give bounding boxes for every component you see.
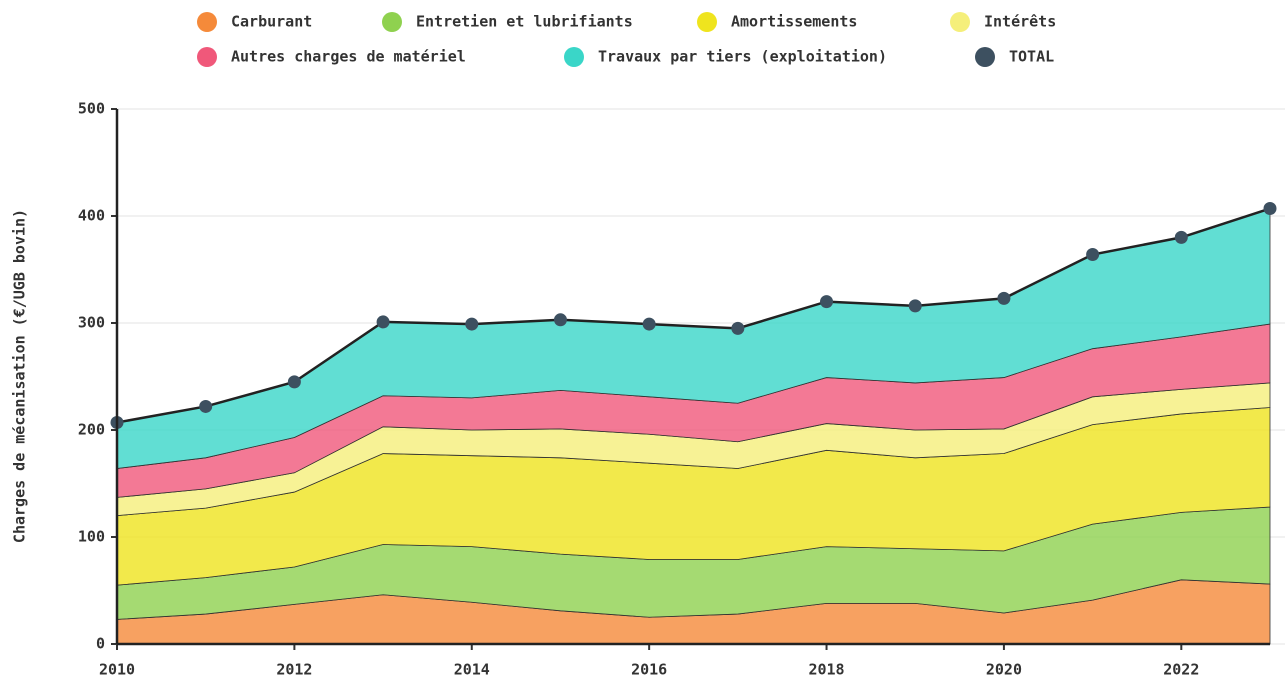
legend-marker <box>564 47 584 67</box>
legend-label: Entretien et lubrifiants <box>416 13 633 31</box>
y-axis-label: Charges de mécanisation (€/UGB bovin) <box>11 209 29 543</box>
total-point <box>1086 248 1100 262</box>
x-tick-label: 2014 <box>454 661 490 679</box>
x-tick-label: 2016 <box>631 661 667 679</box>
y-tick-label: 200 <box>78 421 105 439</box>
legend-label: Autres charges de matériel <box>231 48 466 66</box>
total-point <box>820 295 834 309</box>
total-point <box>1174 230 1188 244</box>
legend-label: Travaux par tiers (exploitation) <box>598 48 887 66</box>
total-point <box>376 315 390 329</box>
legend-marker <box>975 47 995 67</box>
legend-label: TOTAL <box>1009 48 1054 66</box>
total-point <box>997 291 1011 305</box>
x-tick-label: 2020 <box>986 661 1022 679</box>
legend-marker <box>950 12 970 32</box>
total-point <box>553 313 567 327</box>
total-point <box>199 399 213 413</box>
y-tick-label: 0 <box>96 635 105 653</box>
legend-marker <box>197 12 217 32</box>
total-point <box>287 375 301 389</box>
total-point <box>908 299 922 313</box>
x-tick-label: 2010 <box>99 661 135 679</box>
legend-label: Intérêts <box>984 13 1056 31</box>
legend-label: Carburant <box>231 13 312 31</box>
y-tick-label: 500 <box>78 100 105 118</box>
total-point <box>731 321 745 335</box>
legend-marker <box>382 12 402 32</box>
y-tick-label: 400 <box>78 207 105 225</box>
x-tick-label: 2018 <box>808 661 844 679</box>
legend-marker <box>697 12 717 32</box>
legend-label: Amortissements <box>731 13 857 31</box>
total-point <box>642 317 656 331</box>
total-line <box>116 207 1271 424</box>
x-tick-label: 2022 <box>1163 661 1199 679</box>
total-point <box>465 317 479 331</box>
total-point <box>1263 202 1277 216</box>
y-tick-label: 300 <box>78 314 105 332</box>
legend-marker <box>197 47 217 67</box>
x-tick-label: 2012 <box>276 661 312 679</box>
y-tick-label: 100 <box>78 528 105 546</box>
